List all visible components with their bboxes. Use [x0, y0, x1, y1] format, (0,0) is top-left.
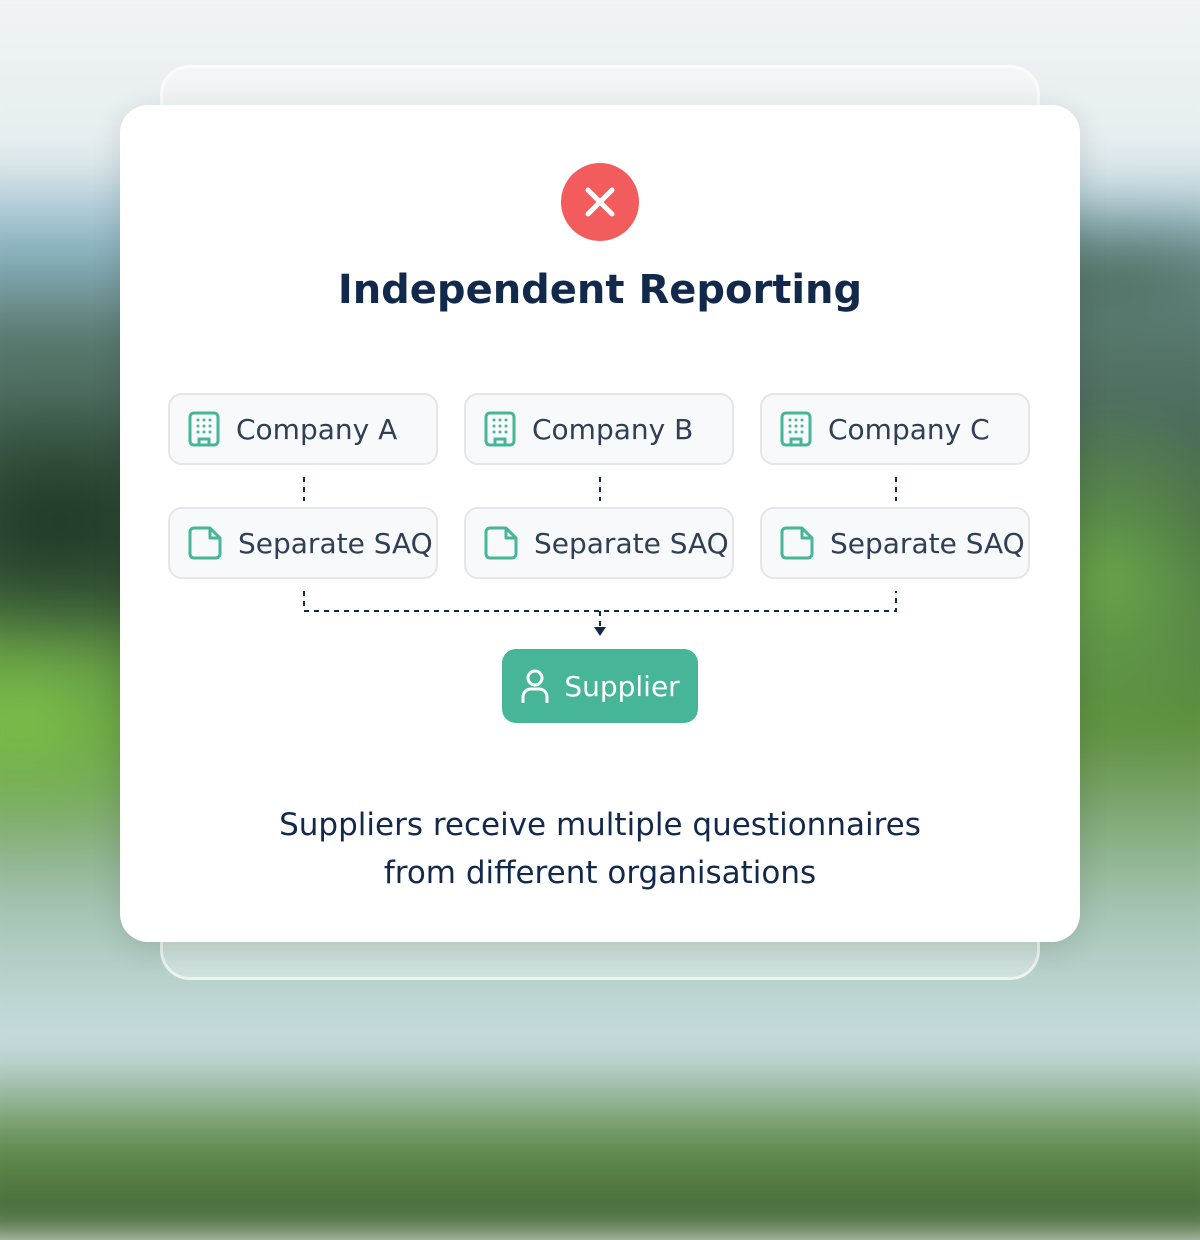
saq-box-a: Separate SAQ — [168, 507, 438, 579]
saq-label: Separate SAQ — [238, 526, 433, 560]
document-icon — [484, 526, 518, 560]
arrow-down-icon — [594, 627, 606, 636]
user-icon — [521, 669, 549, 703]
company-name: Company C — [828, 412, 990, 446]
caption: Suppliers receive multiple questionnaire… — [120, 801, 1080, 897]
company-box-c: Company C — [760, 393, 1030, 465]
saq-label: Separate SAQ — [534, 526, 729, 560]
caption-line-2: from different organisations — [383, 855, 817, 891]
building-icon — [484, 411, 516, 447]
supplier-label: Supplier — [564, 669, 680, 703]
building-icon — [780, 411, 812, 447]
supplier-button[interactable]: Supplier — [502, 649, 698, 723]
company-name: Company B — [532, 412, 694, 446]
document-icon — [780, 526, 814, 560]
diagram-card: Independent Reporting Company A Company … — [120, 105, 1080, 942]
caption-line-1: Suppliers receive multiple questionnaire… — [279, 807, 921, 843]
connector-lines — [303, 477, 897, 636]
saq-box-c: Separate SAQ — [760, 507, 1030, 579]
building-icon — [188, 411, 220, 447]
saq-box-b: Separate SAQ — [464, 507, 734, 579]
company-name: Company A — [236, 412, 398, 446]
page-title: Independent Reporting — [337, 267, 863, 313]
document-icon — [188, 526, 222, 560]
x-circle-icon — [561, 163, 639, 241]
company-box-b: Company B — [464, 393, 734, 465]
merge-connector — [303, 591, 897, 627]
company-box-a: Company A — [168, 393, 438, 465]
saq-label: Separate SAQ — [830, 526, 1025, 560]
